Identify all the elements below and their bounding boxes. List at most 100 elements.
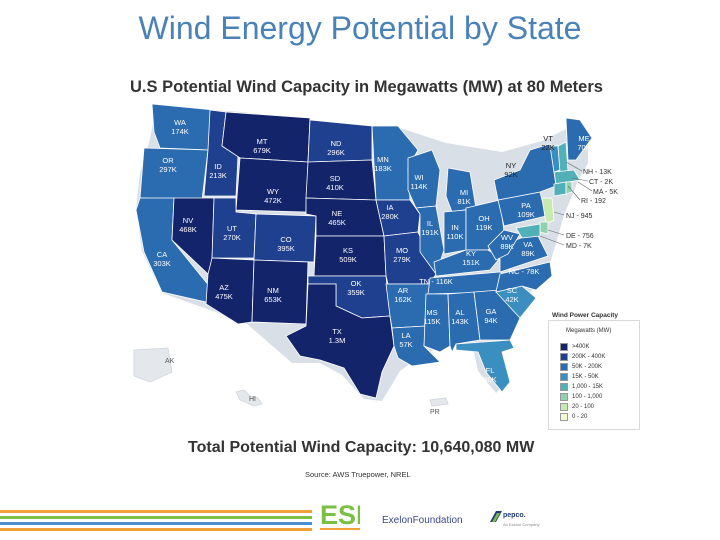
label-mo-code: MO <box>396 246 408 255</box>
label-ne-code: NE <box>332 209 342 218</box>
label-in-value: 110K <box>447 232 464 241</box>
label-ok-code: OK <box>351 279 362 288</box>
label-ms-value: 115K <box>424 317 441 326</box>
legend-label: 50K - 200K <box>572 364 603 370</box>
label-la-value: 57K <box>399 340 412 349</box>
state-ia[interactable] <box>375 199 421 237</box>
state-ma[interactable] <box>553 169 581 185</box>
label-ky-value: 151K <box>462 258 480 267</box>
map-title: U.S Potential Wind Capacity in Megawatts… <box>130 78 603 96</box>
label-ca-code: CA <box>157 250 167 259</box>
state-nh[interactable] <box>557 141 569 173</box>
source-note: Source: AWS Truepower, NREL <box>305 470 411 479</box>
state-wi[interactable] <box>407 149 441 209</box>
state-ne[interactable] <box>305 197 385 237</box>
label-ny-value: 92K <box>504 170 517 179</box>
label-wa-value: 174K <box>171 127 189 136</box>
state-nm[interactable] <box>251 259 309 325</box>
legend-swatch <box>560 343 568 351</box>
state-hi[interactable] <box>235 389 263 407</box>
state-labels: WA 174K OR 297K CA 303K NV 468K ID 213K MT 679… <box>153 118 590 384</box>
legend-item: 1,000 - 15K <box>560 383 603 391</box>
label-mt-value: 679K <box>253 146 271 155</box>
label-oh-value: 119K <box>476 223 493 232</box>
total-capacity: Total Potential Wind Capacity: 10,640,08… <box>188 439 535 456</box>
label-wv-value: 89K <box>500 242 513 251</box>
state-nc[interactable] <box>495 261 553 293</box>
label-nd-code: ND <box>331 139 342 148</box>
state-de[interactable] <box>539 221 549 235</box>
state-or[interactable] <box>139 147 209 201</box>
label-vt-value: 22K <box>541 143 554 152</box>
label-vt-code: VT <box>543 134 553 143</box>
state-az[interactable] <box>205 257 255 325</box>
label-pa-value: 109K <box>517 210 535 219</box>
label-al-code: AL <box>455 308 464 317</box>
state-ct[interactable] <box>553 181 567 197</box>
label-me-code: ME <box>578 134 589 143</box>
legend-item: >400K <box>560 343 590 351</box>
esp-logo-text: ESP <box>320 500 360 530</box>
footer-stripe <box>0 528 312 531</box>
label-tx-value: 1.3M <box>329 336 346 345</box>
label-wa-code: WA <box>174 118 186 127</box>
state-sd[interactable] <box>305 159 377 201</box>
label-ak: AK <box>165 358 175 365</box>
state-ak[interactable] <box>133 347 173 383</box>
footer-stripes <box>0 508 312 534</box>
state-co[interactable] <box>253 213 317 263</box>
label-ut-value: 270K <box>223 233 241 242</box>
label-mo-value: 279K <box>393 255 411 264</box>
label-ga-value: 94K <box>484 316 497 325</box>
label-co-value: 395K <box>277 244 295 253</box>
state-fl[interactable] <box>455 339 515 393</box>
state-wv[interactable] <box>487 229 521 261</box>
label-va-value: 89K <box>521 249 534 258</box>
label-ny-code: NY <box>506 161 516 170</box>
state-ri[interactable] <box>565 181 573 195</box>
footer-stripe <box>0 510 312 513</box>
label-tn-code: TN <box>419 277 429 286</box>
label-sd-value: 410K <box>326 183 344 192</box>
label-fl-value: 30K <box>483 375 496 384</box>
label-ia-code: IA <box>386 203 393 212</box>
callouts: NH - 13K CT - 2K MA - 5K RI - 192 NJ - 9… <box>539 161 618 250</box>
svg-text:TX1.3M: TX 1.3M <box>329 327 346 345</box>
label-nc-code: NC <box>509 267 520 276</box>
legend-swatch <box>560 373 568 381</box>
svg-text:NC - 78K: NC - 78K <box>509 267 540 276</box>
label-nm-value: 653K <box>264 295 282 304</box>
state-me[interactable] <box>565 117 593 161</box>
slide-title: Wind Energy Potential by State <box>138 10 582 46</box>
legend-swatch <box>560 393 568 401</box>
label-ne-value: 465K <box>328 218 346 227</box>
footer-stripe <box>0 522 312 525</box>
state-pr[interactable] <box>429 397 449 407</box>
state-tx[interactable] <box>285 283 395 399</box>
callout-ct: CT - 2K <box>589 179 613 186</box>
label-il-code: IL <box>427 219 433 228</box>
state-nj[interactable] <box>541 197 555 225</box>
label-tx-code: TX <box>332 327 342 336</box>
label-ok-value: 359K <box>347 288 365 297</box>
legend-label: 1,000 - 15K <box>572 384 604 390</box>
state-ms[interactable] <box>423 293 451 353</box>
callout-nj: NJ - 945 <box>566 213 593 220</box>
label-fl-code: FL <box>486 366 495 375</box>
